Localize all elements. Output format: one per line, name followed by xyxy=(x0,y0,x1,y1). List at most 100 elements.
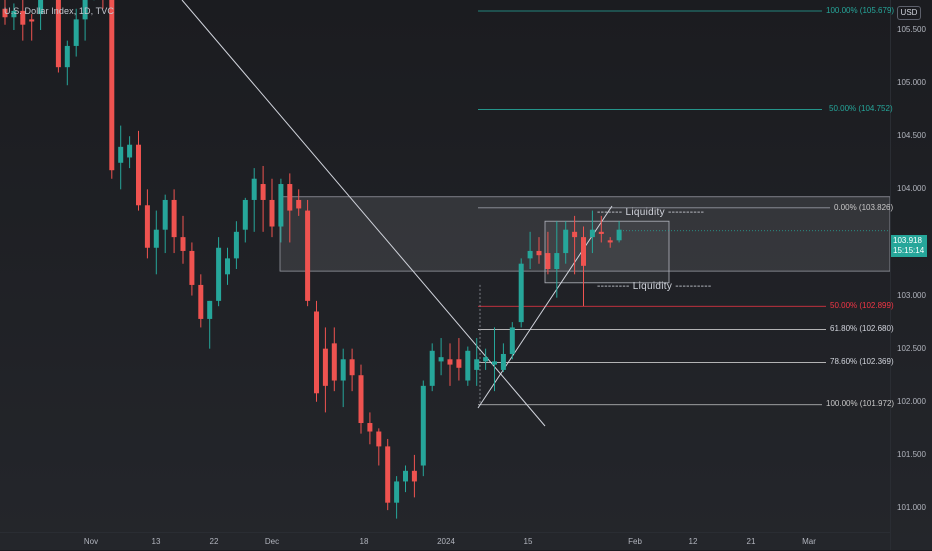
candle-body xyxy=(394,481,400,503)
candle-body xyxy=(367,423,373,432)
time-axis-label: Mar xyxy=(802,537,816,546)
candle-body xyxy=(314,311,319,394)
time-axis-label: 12 xyxy=(688,537,698,546)
last-price-badge: 103.918 15:15:14 xyxy=(891,235,927,257)
candle-body xyxy=(242,199,248,230)
candle-body xyxy=(509,327,515,354)
time-axis[interactable]: Nov 13 22 Dec 18 2024 15 Feb 12 21 Mar xyxy=(0,532,890,551)
price-axis-label: 101.000 xyxy=(897,503,926,512)
candle-body xyxy=(287,184,293,211)
candle-body xyxy=(144,205,150,248)
candle-body xyxy=(305,210,311,301)
candle-body xyxy=(589,229,595,238)
candle-body xyxy=(233,231,239,259)
price-axis-label: 105.000 xyxy=(897,78,926,87)
candle-body xyxy=(127,144,133,158)
candle-body xyxy=(385,446,391,503)
time-axis-label: 2024 xyxy=(437,537,455,546)
price-axis-label: 101.500 xyxy=(897,450,926,459)
candle-body xyxy=(492,361,497,365)
candle-body xyxy=(260,184,266,200)
liquidity-bottom-label: --------- Liquidity ---------- xyxy=(597,281,712,292)
candle-body xyxy=(572,231,578,238)
candle-body xyxy=(340,359,346,381)
candle-body xyxy=(198,284,204,319)
candle-body xyxy=(73,19,79,46)
candle-body xyxy=(563,229,569,254)
chart-svg[interactable] xyxy=(0,0,890,532)
candle-body xyxy=(616,229,622,241)
candle-body xyxy=(29,19,35,22)
candle-body xyxy=(411,470,417,482)
candle-body xyxy=(38,0,44,15)
fib-786-label: 78.60% (102.369) xyxy=(830,357,894,366)
candle-body xyxy=(438,357,444,362)
candle-body xyxy=(331,343,337,381)
candle-body xyxy=(536,250,542,256)
candle-body xyxy=(11,10,17,18)
candle-body xyxy=(607,240,613,243)
time-axis-label: 13 xyxy=(151,537,161,546)
candle-body xyxy=(376,431,382,447)
price-axis-label: 105.500 xyxy=(897,25,926,34)
candle-body xyxy=(483,357,489,362)
bar-countdown: 15:15:14 xyxy=(893,246,925,255)
price-axis-label: 104.500 xyxy=(897,131,926,140)
candle-body xyxy=(420,385,426,466)
candle-body xyxy=(581,237,586,266)
candle-body xyxy=(207,300,213,319)
price-axis-label: 102.000 xyxy=(897,397,926,406)
candle-body xyxy=(296,199,302,209)
ascending-trendline xyxy=(477,205,613,409)
liquidity-top-label: ------- Liquidity ---------- xyxy=(597,207,705,218)
candle-body xyxy=(403,470,408,482)
candle-body xyxy=(109,0,115,171)
candle-body xyxy=(465,350,471,381)
candle-body xyxy=(545,253,551,269)
time-axis-label: 15 xyxy=(523,537,533,546)
time-axis-label: Nov xyxy=(83,537,99,546)
candle-body xyxy=(20,10,26,25)
last-price: 103.918 xyxy=(893,236,922,245)
candle-body xyxy=(358,375,364,424)
candle-body xyxy=(518,263,524,323)
fib-upper-50-label: 50.00% (104.752) xyxy=(829,104,893,113)
chart-canvas[interactable] xyxy=(0,0,890,532)
candle-body xyxy=(349,359,355,376)
time-axis-label: 21 xyxy=(746,537,756,546)
candle-body xyxy=(225,258,230,275)
candle-body xyxy=(269,199,275,227)
symbol-title[interactable]: U.S. Dollar Index, 1D, TVC xyxy=(4,6,114,16)
candle-body xyxy=(447,359,453,365)
fib-100-label: 100.00% (101.972) xyxy=(826,399,895,408)
candle-body xyxy=(500,353,506,370)
candle-body xyxy=(189,250,195,285)
price-axis-label: 102.500 xyxy=(897,344,926,353)
candle-body xyxy=(64,45,70,68)
candle-body xyxy=(598,231,604,234)
candle-body xyxy=(55,0,61,68)
candle-body xyxy=(322,348,328,386)
candle-body xyxy=(180,237,186,251)
candle-body xyxy=(456,359,462,368)
candle-body xyxy=(2,8,8,18)
currency-button[interactable]: USD xyxy=(897,6,921,20)
candle-body xyxy=(474,359,480,370)
price-axis[interactable]: 105.500 105.000 104.500 104.000 103.000 … xyxy=(890,0,932,550)
candle-body xyxy=(171,199,177,238)
fib-upper-100-label: 100.00% (105.679) xyxy=(826,6,895,15)
candle-body xyxy=(216,247,222,301)
candle-body xyxy=(278,184,284,227)
candle-body xyxy=(162,199,168,230)
candle-body xyxy=(136,144,141,206)
candle-body xyxy=(118,146,124,163)
time-axis-label: 18 xyxy=(359,537,369,546)
candle-body xyxy=(554,253,560,269)
candle-body xyxy=(82,0,88,20)
candle-body xyxy=(429,350,435,386)
time-axis-label: Feb xyxy=(628,537,642,546)
time-axis-label: Dec xyxy=(264,537,280,546)
time-axis-label: 22 xyxy=(209,537,219,546)
fib-618-label: 61.80% (102.680) xyxy=(830,324,894,333)
fib-0-label: 0.00% (103.826) xyxy=(834,203,894,212)
